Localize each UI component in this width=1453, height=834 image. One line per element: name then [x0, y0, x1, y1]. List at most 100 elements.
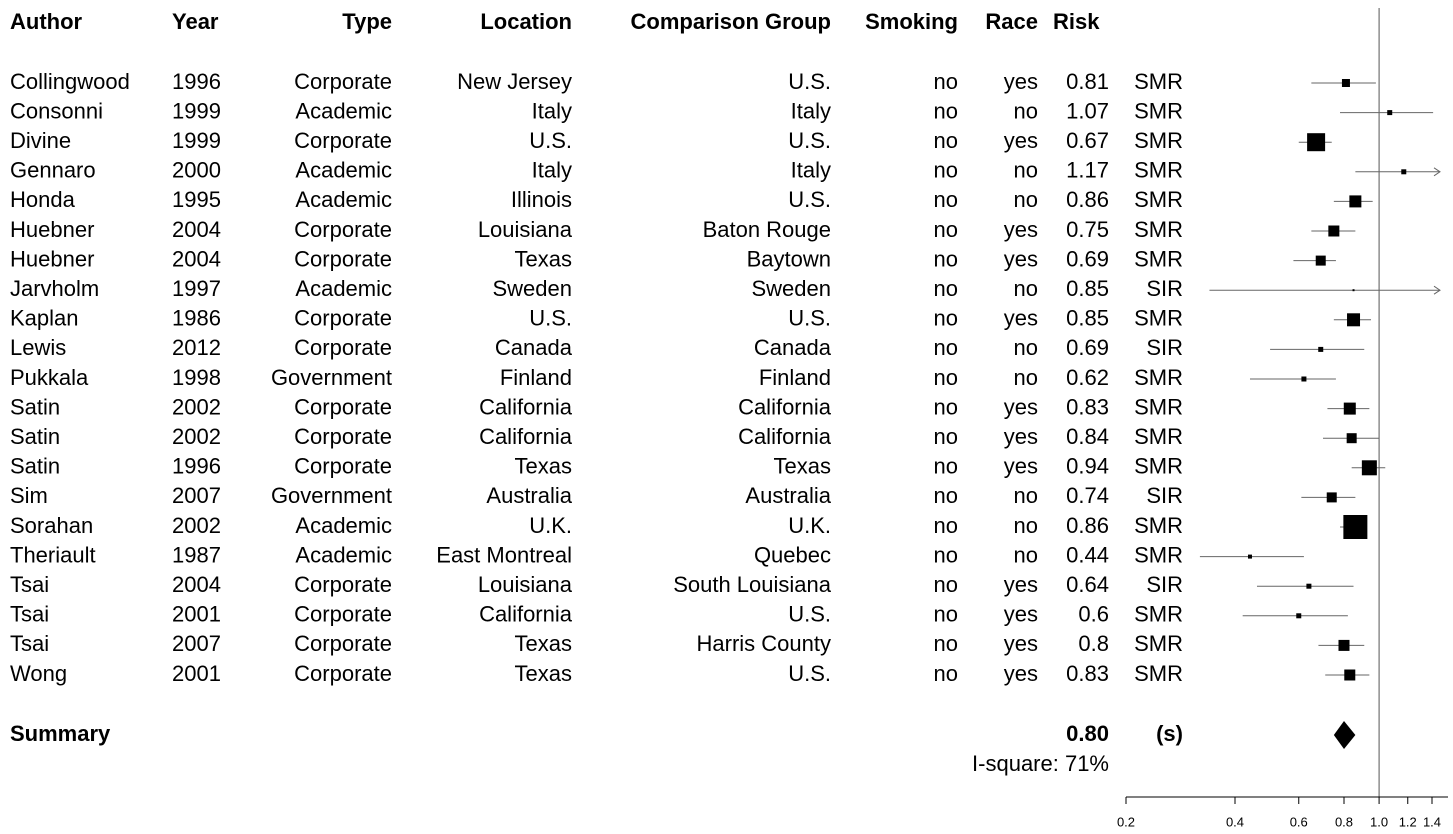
measure: SMR: [1134, 513, 1183, 538]
cell: U.S.: [788, 69, 831, 94]
cell: U.S.: [788, 128, 831, 153]
measure: SMR: [1134, 424, 1183, 449]
cell: no: [934, 276, 958, 301]
cell: U.S.: [788, 306, 831, 331]
cell: yes: [1004, 454, 1038, 479]
point-box: [1341, 79, 1350, 87]
cell: Texas: [774, 454, 831, 479]
risk: 1.07: [1066, 98, 1109, 123]
cell: 1996: [172, 69, 221, 94]
cell: Australia: [486, 483, 572, 508]
cell: Divine: [10, 128, 71, 153]
cell: U.S.: [788, 187, 831, 212]
point-box: [1352, 289, 1355, 292]
cell: U.S.: [788, 602, 831, 627]
cell: Texas: [515, 661, 572, 686]
cell: California: [479, 394, 573, 419]
cell: Government: [271, 365, 392, 390]
column-header: Type: [342, 9, 392, 34]
cell: Italy: [791, 158, 831, 183]
cell: no: [934, 365, 958, 390]
cell: Satin: [10, 394, 60, 419]
risk: 0.64: [1066, 572, 1109, 597]
cell: no: [1014, 276, 1038, 301]
cell: no: [934, 424, 958, 449]
cell: no: [934, 572, 958, 597]
cell: no: [934, 631, 958, 656]
cell: 2004: [172, 572, 221, 597]
risk: 0.62: [1066, 365, 1109, 390]
cell: no: [934, 335, 958, 360]
cell: Academic: [295, 158, 392, 183]
cell: 1998: [172, 365, 221, 390]
measure: SMR: [1134, 631, 1183, 656]
cell: Academic: [295, 187, 392, 212]
cell: Pukkala: [10, 365, 89, 390]
cell: Baton Rouge: [703, 217, 831, 242]
measure: SMR: [1134, 246, 1183, 271]
point-box: [1387, 110, 1393, 116]
cell: Sorahan: [10, 513, 93, 538]
cell: no: [1014, 542, 1038, 567]
cell: Illinois: [511, 187, 572, 212]
cell: yes: [1004, 246, 1038, 271]
risk: 0.81: [1066, 69, 1109, 94]
cell: Australia: [745, 483, 831, 508]
measure: SIR: [1146, 483, 1183, 508]
cell: Consonni: [10, 98, 103, 123]
point-box: [1346, 433, 1357, 444]
cell: no: [1014, 187, 1038, 212]
cell: Collingwood: [10, 69, 130, 94]
cell: 1995: [172, 187, 221, 212]
point-box: [1347, 313, 1361, 327]
cell: California: [738, 394, 832, 419]
cell: 2001: [172, 661, 221, 686]
cell: Corporate: [294, 602, 392, 627]
cell: no: [934, 246, 958, 271]
point-box: [1344, 669, 1356, 681]
column-header: Location: [480, 9, 572, 34]
cell: 2000: [172, 158, 221, 183]
risk: 0.84: [1066, 424, 1109, 449]
cell: yes: [1004, 602, 1038, 627]
measure: SMR: [1134, 158, 1183, 183]
cell: 1999: [172, 98, 221, 123]
cell: Lewis: [10, 335, 66, 360]
risk: 0.69: [1066, 335, 1109, 360]
cell: 1997: [172, 276, 221, 301]
cell: Huebner: [10, 217, 94, 242]
cell: 2007: [172, 483, 221, 508]
column-header: Year: [172, 9, 219, 34]
cell: Satin: [10, 424, 60, 449]
cell: no: [1014, 158, 1038, 183]
cell: California: [479, 424, 573, 449]
point-box: [1247, 554, 1252, 559]
summary-label: Summary: [10, 721, 111, 746]
measure: SMR: [1134, 365, 1183, 390]
cell: Jarvholm: [10, 276, 99, 301]
cell: no: [1014, 98, 1038, 123]
cell: California: [479, 602, 573, 627]
cell: yes: [1004, 69, 1038, 94]
point-box: [1361, 460, 1377, 476]
cell: yes: [1004, 217, 1038, 242]
cell: Sim: [10, 483, 48, 508]
measure: SMR: [1134, 217, 1183, 242]
x-tick-label: 1.0: [1370, 814, 1388, 829]
cell: 2012: [172, 335, 221, 360]
cell: no: [934, 483, 958, 508]
risk: 0.74: [1066, 483, 1109, 508]
measure: SMR: [1134, 187, 1183, 212]
cell: 2007: [172, 631, 221, 656]
cell: Baytown: [747, 246, 831, 271]
cell: yes: [1004, 306, 1038, 331]
summary-diamond: [1333, 721, 1356, 749]
risk: 0.86: [1066, 513, 1109, 538]
point-box: [1328, 225, 1340, 237]
column-header: Risk: [1053, 9, 1100, 34]
cell: yes: [1004, 572, 1038, 597]
x-tick-label: 1.2: [1399, 814, 1417, 829]
point-box: [1318, 346, 1324, 352]
cell: New Jersey: [457, 69, 572, 94]
measure: SMR: [1134, 454, 1183, 479]
